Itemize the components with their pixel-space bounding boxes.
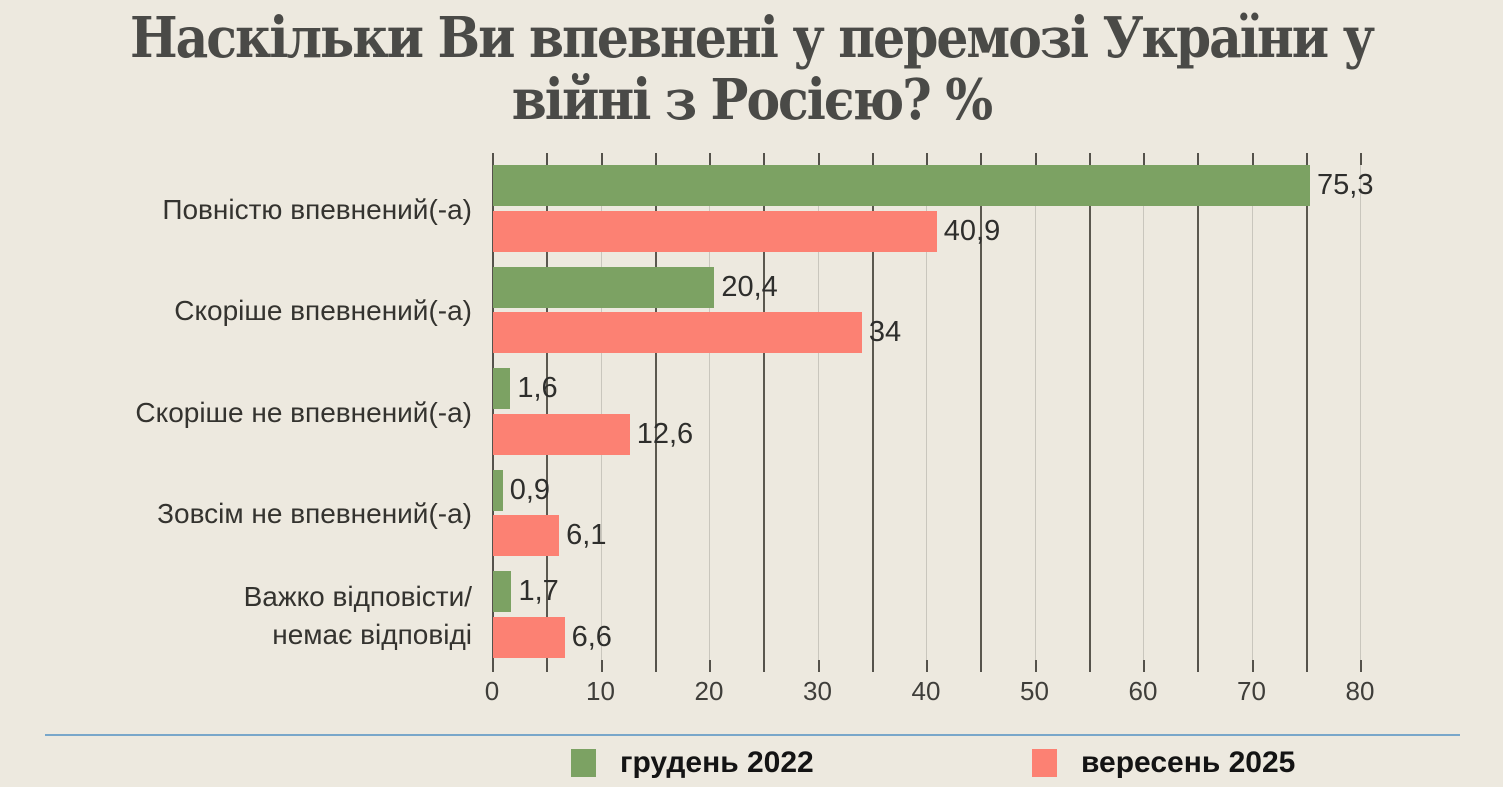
gridline-x-60 <box>1143 153 1144 660</box>
bar-green-row-1 <box>493 165 1310 206</box>
gridline-x-45 <box>980 153 983 660</box>
bar-red-row-4 <box>493 515 560 556</box>
x-tick-label-70: 70 <box>1237 676 1266 706</box>
value-label-red-row-5: 6,6 <box>571 620 612 653</box>
tick-bottom-40 <box>926 660 928 672</box>
divider-line <box>45 734 1460 736</box>
tick-top-55 <box>1088 153 1091 165</box>
tick-bottom-35 <box>871 660 874 672</box>
x-tick-label-0: 0 <box>484 676 500 706</box>
value-label-green-row-2: 20,4 <box>721 270 778 303</box>
tick-bottom-60 <box>1143 660 1145 672</box>
tick-bottom-80 <box>1360 660 1362 672</box>
gridline-x-25 <box>763 153 766 660</box>
tick-top-65 <box>1197 153 1200 165</box>
value-label-green-row-3: 1,6 <box>517 372 558 404</box>
bar-red-row-2 <box>493 312 862 353</box>
tick-bottom-65 <box>1197 660 1200 672</box>
tick-top-15 <box>654 153 657 165</box>
x-tick-label-20: 20 <box>694 676 724 706</box>
tick-top-5 <box>546 153 549 165</box>
bar-green-row-3 <box>493 368 511 409</box>
tick-top-35 <box>871 153 874 165</box>
tick-top-30 <box>817 153 820 165</box>
x-tick-label-50: 50 <box>1020 676 1049 706</box>
legend-label-sep-2025: вересень 2025 <box>1081 746 1296 779</box>
chart-title-line1: Наскільки Ви впевнені у перемозі України… <box>130 5 1375 71</box>
category-label-3: Скоріше не впевнений(-а) <box>135 396 472 428</box>
bar-green-row-4 <box>493 469 503 511</box>
gridline-x-20 <box>709 153 710 660</box>
gridline-x-50 <box>1034 153 1036 660</box>
gridline-x-65 <box>1197 153 1200 660</box>
tick-top-60 <box>1143 153 1145 165</box>
tick-bottom-55 <box>1088 660 1091 672</box>
gridline-x-40 <box>926 153 927 660</box>
legend-swatch-green <box>571 749 596 777</box>
chart-title-line2: війні з Росією? % <box>511 66 993 133</box>
tick-top-75 <box>1305 153 1308 165</box>
tick-bottom-25 <box>763 660 766 672</box>
gridline-x-5 <box>546 153 549 660</box>
x-tick-label-40: 40 <box>911 676 941 706</box>
value-label-green-row-1: 75,3 <box>1317 169 1374 201</box>
tick-bottom-30 <box>817 660 820 672</box>
tick-bottom-70 <box>1251 660 1254 672</box>
category-label-5: Важко відповісти/ немає відповіді <box>243 580 472 650</box>
tick-bottom-75 <box>1305 660 1308 672</box>
chart-title: Наскільки Ви впевнені у перемозі України… <box>0 5 1503 133</box>
gridline-x-35 <box>871 153 874 660</box>
tick-top-50 <box>1034 153 1037 165</box>
value-label-red-row-2: 34 <box>868 316 902 348</box>
category-label-2: Скоріше впевнений(-а) <box>174 295 472 327</box>
bar-green-row-2 <box>493 266 715 308</box>
tick-bottom-20 <box>709 660 711 672</box>
value-label-red-row-4: 6,1 <box>566 519 607 551</box>
legend-label-dec-2022: грудень 2022 <box>620 746 814 779</box>
legend-swatch-red <box>1032 749 1057 777</box>
tick-bottom-5 <box>546 660 549 672</box>
value-label-red-row-3: 12,6 <box>636 417 694 450</box>
x-tick-label-10: 10 <box>586 676 615 706</box>
value-label-green-row-5: 1,7 <box>518 575 559 607</box>
category-label-1: Повністю впевнений(-а) <box>162 193 472 225</box>
gridline-x-10 <box>600 153 602 660</box>
tick-bottom-50 <box>1034 660 1037 672</box>
tick-bottom-0 <box>492 660 494 672</box>
gridline-x-30 <box>817 153 819 660</box>
gridline-x-70 <box>1251 153 1253 660</box>
bar-red-row-5 <box>493 616 565 658</box>
tick-bottom-10 <box>600 660 603 672</box>
tick-bottom-45 <box>980 660 983 672</box>
tick-top-25 <box>763 153 766 165</box>
tick-top-10 <box>600 153 603 165</box>
category-label-4: Зовсім не впевнений(-а) <box>157 498 472 530</box>
tick-top-0 <box>492 153 494 165</box>
gridline-x-55 <box>1088 153 1091 660</box>
x-tick-label-60: 60 <box>1128 676 1158 706</box>
tick-top-20 <box>709 153 711 165</box>
gridline-x-75 <box>1305 153 1308 660</box>
tick-top-45 <box>980 153 983 165</box>
gridline-x-80 <box>1360 153 1361 660</box>
tick-top-80 <box>1360 153 1362 165</box>
x-tick-label-80: 80 <box>1345 676 1375 706</box>
value-label-red-row-1: 40,9 <box>943 214 1001 247</box>
tick-bottom-15 <box>654 660 657 672</box>
bar-red-row-3 <box>493 413 630 455</box>
value-label-green-row-4: 0,9 <box>509 473 551 506</box>
bar-green-row-5 <box>493 571 512 612</box>
x-tick-label-30: 30 <box>803 676 832 706</box>
bar-red-row-1 <box>493 210 937 252</box>
tick-top-70 <box>1251 153 1254 165</box>
tick-top-40 <box>926 153 928 165</box>
gridline-x-15 <box>654 153 657 660</box>
